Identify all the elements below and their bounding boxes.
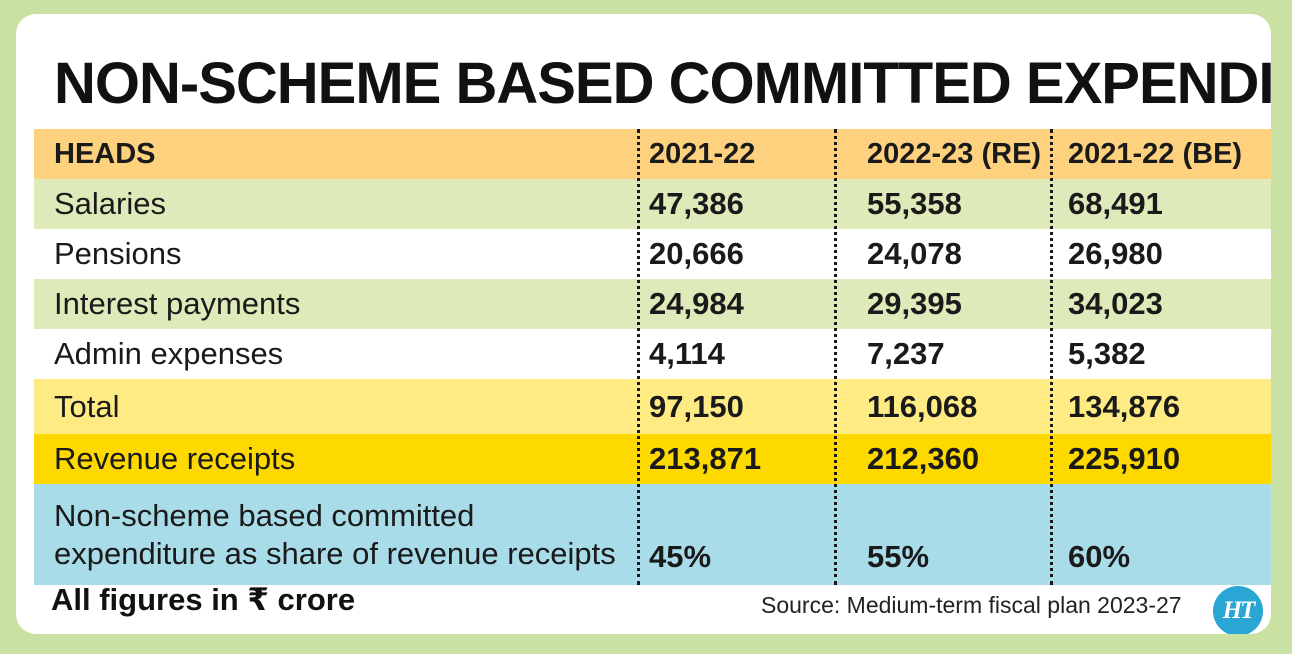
table-cell: 5,382 <box>1068 336 1146 371</box>
source-note: Source: Medium-term fiscal plan 2023-27 <box>761 592 1182 618</box>
chart-title: NON-SCHEME BASED COMMITTED EXPENDITURE <box>54 51 1271 116</box>
table-row-admin-expenses: Admin expenses 4,114 7,237 5,382 <box>34 329 1271 379</box>
column-header-2021-22: 2021-22 <box>649 137 756 170</box>
column-header-heads: HEADS <box>54 137 156 170</box>
row-head: Total <box>54 388 120 424</box>
table-cell: 4,114 <box>649 336 725 371</box>
table-header-row: HEADS 2021-22 2022-23 (RE) 2021-22 (BE) <box>34 129 1271 179</box>
column-divider <box>834 129 837 585</box>
table-row-salaries: Salaries 47,386 55,358 68,491 <box>34 179 1271 229</box>
table-cell: 24,984 <box>649 286 744 321</box>
table-cell: 116,068 <box>867 388 978 424</box>
column-header-2022-23-re: 2022-23 (RE) <box>867 137 1042 170</box>
row-head: Salaries <box>54 186 166 221</box>
table-cell: 55,358 <box>867 186 962 221</box>
table-cell: 45% <box>649 539 712 574</box>
table-cell: 7,237 <box>867 336 945 371</box>
row-head: Admin expenses <box>54 336 284 371</box>
data-table: HEADS 2021-22 2022-23 (RE) 2021-22 (BE) … <box>34 129 1271 585</box>
table-row-revenue-receipts: Revenue receipts 213,871 212,360 225,910 <box>34 434 1271 484</box>
ht-logo-text: HT <box>1222 597 1256 624</box>
table-cell: 55% <box>867 539 930 574</box>
table-cell: 97,150 <box>649 388 744 424</box>
row-head: Revenue receipts <box>54 441 296 476</box>
table-row-total: Total 97,150 116,068 134,876 <box>34 379 1271 434</box>
row-head-line-1: Non-scheme based committed <box>54 497 475 533</box>
table-cell: 134,876 <box>1068 388 1181 424</box>
table-cell: 47,386 <box>649 186 744 221</box>
table-cell: 24,078 <box>867 236 962 271</box>
row-head: Non-scheme based committed expenditure a… <box>54 484 639 585</box>
table-row-pensions: Pensions 20,666 24,078 26,980 <box>34 229 1271 279</box>
ht-logo: HT <box>1213 586 1263 634</box>
table-cell: 20,666 <box>649 236 744 271</box>
infographic-card: NON-SCHEME BASED COMMITTED EXPENDITURE H… <box>16 14 1271 634</box>
table-cell: 212,360 <box>867 441 980 476</box>
column-divider <box>1050 129 1053 585</box>
table-row-share-of-revenue: Non-scheme based committed expenditure a… <box>34 484 1271 585</box>
table-cell: 213,871 <box>649 441 762 476</box>
table-cell: 26,980 <box>1068 236 1163 271</box>
table-cell: 68,491 <box>1068 186 1163 221</box>
table-row-interest-payments: Interest payments 24,984 29,395 34,023 <box>34 279 1271 329</box>
table-cell: 29,395 <box>867 286 962 321</box>
table-cell: 34,023 <box>1068 286 1163 321</box>
row-head: Pensions <box>54 236 182 271</box>
row-head: Interest payments <box>54 286 301 321</box>
table-cell: 60% <box>1068 539 1131 574</box>
column-header-2021-22-be: 2021-22 (BE) <box>1068 137 1243 170</box>
units-note: All figures in ₹ crore <box>51 582 356 617</box>
column-divider <box>637 129 640 585</box>
table-cell: 225,910 <box>1068 441 1181 476</box>
row-head-line-2: expenditure as share of revenue receipts <box>54 535 616 571</box>
